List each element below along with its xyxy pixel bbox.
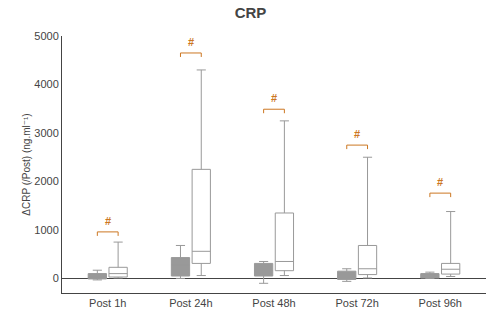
svg-text:Post 72h: Post 72h bbox=[335, 297, 378, 309]
svg-text:Post 96h: Post 96h bbox=[419, 297, 462, 309]
svg-text:5000: 5000 bbox=[34, 30, 58, 42]
svg-text:ΔCRP (/Post) (ng.ml⁻¹): ΔCRP (/Post) (ng.ml⁻¹) bbox=[21, 113, 32, 215]
svg-text:#: # bbox=[271, 92, 277, 104]
svg-text:Post 1h: Post 1h bbox=[89, 297, 126, 309]
svg-text:4000: 4000 bbox=[34, 78, 58, 90]
svg-text:2000: 2000 bbox=[34, 175, 58, 187]
svg-text:1000: 1000 bbox=[34, 224, 58, 236]
svg-text:#: # bbox=[354, 128, 360, 140]
svg-text:Post 48h: Post 48h bbox=[252, 297, 295, 309]
svg-text:3000: 3000 bbox=[34, 127, 58, 139]
svg-text:#: # bbox=[437, 176, 443, 188]
svg-text:Post 24h: Post 24h bbox=[169, 297, 212, 309]
svg-text:#: # bbox=[105, 215, 111, 227]
svg-text:0: 0 bbox=[53, 272, 59, 284]
svg-text:CRP: CRP bbox=[235, 4, 267, 21]
svg-text:#: # bbox=[188, 36, 194, 48]
